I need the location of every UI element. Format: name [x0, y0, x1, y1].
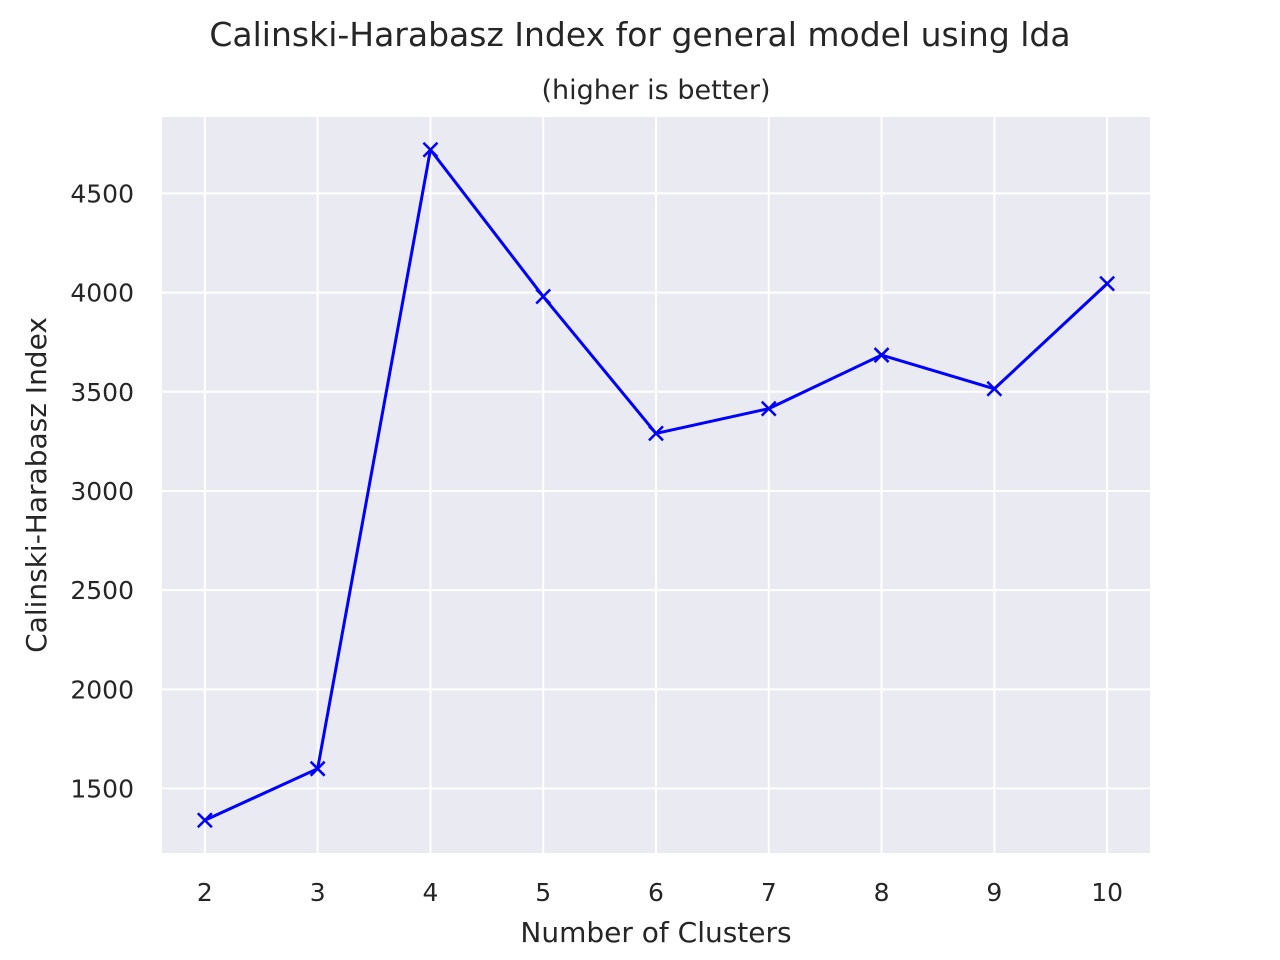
y-tick-label: 4500	[70, 179, 134, 208]
data-point-marker	[196, 812, 213, 829]
y-axis-label: Calinski-Harabasz Index	[20, 317, 53, 653]
data-point-marker	[873, 347, 890, 363]
x-tick-label: 7	[761, 878, 777, 907]
x-tick-label: 3	[310, 878, 326, 907]
y-tick-label: 4000	[70, 279, 134, 308]
x-tick-label: 5	[535, 878, 551, 907]
x-tick-label: 9	[986, 878, 1002, 907]
y-tick-label: 2000	[70, 675, 134, 704]
x-tick-label: 4	[422, 878, 438, 907]
data-point-marker	[1099, 275, 1116, 292]
chart-subtitle: (higher is better)	[541, 75, 770, 106]
data-point-marker	[986, 380, 1003, 397]
y-tick-labels: 1500 2000 2500 3000 3500 4000 4500	[70, 179, 134, 803]
series-layer	[196, 141, 1116, 829]
data-point-marker	[422, 141, 439, 158]
x-tick-label: 2	[197, 878, 213, 907]
x-tick-label: 8	[874, 878, 890, 907]
data-point-marker	[309, 760, 326, 777]
y-tick-label: 3000	[70, 477, 134, 506]
x-tick-label: 6	[648, 878, 664, 907]
x-axis-label: Number of Clusters	[520, 916, 791, 949]
x-tick-labels: 2 3 4 5 6 7 8 9 10	[197, 878, 1123, 907]
data-point-marker	[535, 288, 552, 305]
grid	[162, 117, 1150, 853]
chart-title: Calinski-Harabasz Index for general mode…	[209, 15, 1070, 54]
y-tick-label: 2500	[70, 576, 134, 605]
y-tick-label: 3500	[70, 378, 134, 407]
y-tick-label: 1500	[70, 775, 134, 804]
data-point-marker	[760, 400, 777, 417]
x-tick-label: 10	[1091, 878, 1123, 907]
data-point-marker	[648, 425, 664, 442]
